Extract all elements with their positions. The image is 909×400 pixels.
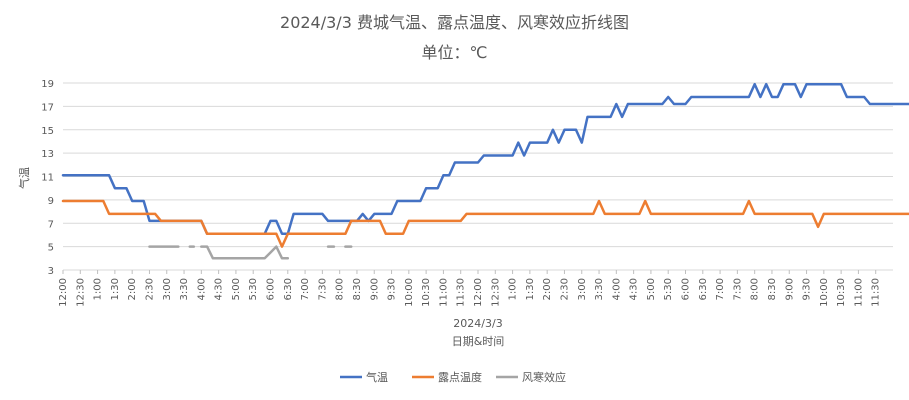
x-tick-label: 11:30 — [871, 278, 882, 307]
x-tick-label: 8:00 — [750, 278, 761, 300]
x-tick-label: 12:30 — [490, 278, 501, 307]
gridlines — [63, 82, 893, 271]
legend-label: 露点温度 — [438, 370, 482, 384]
y-tick-label: 17 — [41, 102, 54, 113]
y-tick-label: 7 — [48, 219, 54, 230]
x-tick-label: 8:30 — [767, 278, 778, 300]
x-tick-label: 2:00 — [542, 278, 553, 300]
x-axis-ticks: 12:00 12:30 1:00 1:30 2:00 2:30 3:00 3:30 4:00 4:… — [58, 270, 882, 307]
x-tick-label: 6:30 — [283, 278, 294, 300]
series-line-2 — [61, 199, 909, 248]
x-tick-label: 2:30 — [144, 278, 155, 300]
x-tick-label: 4:00 — [196, 278, 207, 300]
y-tick-label: 13 — [41, 149, 54, 160]
y-tick-label: 15 — [41, 126, 54, 137]
x-tick-label: 11:00 — [853, 278, 864, 307]
x-tick-label: 11:30 — [456, 278, 467, 307]
x-tick-label: 12:00 — [58, 278, 69, 307]
x-tick-label: 4:30 — [629, 278, 640, 300]
x-tick-label: 1:00 — [93, 278, 104, 300]
y-tick-label: 11 — [41, 173, 54, 184]
x-tick-label: 5:00 — [646, 278, 657, 300]
x-tick-label: 2:00 — [127, 278, 138, 300]
legend: 气温 露点温度 风寒效应 — [340, 370, 566, 384]
x-tick-label: 9:00 — [369, 278, 380, 300]
x-tick-label: 11:00 — [438, 278, 449, 307]
x-tick-label: 7:00 — [715, 278, 726, 300]
series-line-3 — [200, 245, 290, 260]
x-tick-label: 3:30 — [179, 278, 190, 300]
x-tick-label: 10:00 — [404, 278, 415, 307]
y-tick-label: 3 — [48, 266, 54, 277]
x-tick-label: 10:30 — [836, 278, 847, 307]
x-tick-label: 8:00 — [335, 278, 346, 300]
x-tick-label: 1:30 — [525, 278, 536, 300]
x-tick-label: 6:00 — [681, 278, 692, 300]
y-axis-ticks: 3 5 7 9 11 13 15 17 19 — [41, 79, 54, 277]
x-tick-label: 6:00 — [266, 278, 277, 300]
x-axis-title: 日期&时间 — [452, 335, 505, 348]
x-tick-label: 4:30 — [214, 278, 225, 300]
y-axis-title: 气温 — [17, 167, 31, 189]
x-tick-label: 7:30 — [317, 278, 328, 300]
x-tick-label: 12:30 — [75, 278, 86, 307]
y-tick-label: 9 — [48, 196, 54, 207]
legend-label: 风寒效应 — [522, 370, 566, 384]
x-tick-label: 5:30 — [663, 278, 674, 300]
x-tick-label: 3:00 — [577, 278, 588, 300]
x-tick-label: 10:00 — [819, 278, 830, 307]
chart-title: 2024/3/3 费城气温、露点温度、风寒效应折线图 — [280, 13, 629, 32]
legend-label: 气温 — [366, 370, 388, 384]
x-tick-label: 9:00 — [784, 278, 795, 300]
x-tick-label: 2:30 — [559, 278, 570, 300]
x-tick-label: 5:30 — [248, 278, 259, 300]
x-tick-label: 7:30 — [732, 278, 743, 300]
y-tick-label: 19 — [41, 79, 54, 90]
x-tick-label: 8:30 — [352, 278, 363, 300]
x-tick-label: 9:30 — [802, 278, 813, 300]
x-tick-label: 9:30 — [387, 278, 398, 300]
x-tick-label: 7:00 — [300, 278, 311, 300]
x-tick-label: 4:00 — [611, 278, 622, 300]
x-tick-label: 1:00 — [508, 278, 519, 300]
x-tick-label: 3:00 — [162, 278, 173, 300]
x-axis-date-label: 2024/3/3 — [453, 317, 502, 330]
x-tick-label: 3:30 — [594, 278, 605, 300]
series-lines — [61, 82, 909, 260]
x-tick-label: 10:30 — [421, 278, 432, 307]
x-tick-label: 12:00 — [473, 278, 484, 307]
chart-subtitle: 单位：℃ — [422, 43, 488, 62]
y-tick-label: 5 — [48, 243, 54, 254]
x-tick-label: 5:00 — [231, 278, 242, 300]
x-tick-label: 6:30 — [698, 278, 709, 300]
x-tick-label: 1:30 — [110, 278, 121, 300]
